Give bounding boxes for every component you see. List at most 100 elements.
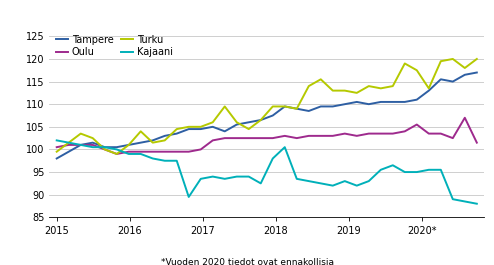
Kajaani (234, 175, 240, 178)
Turku (258, 118, 264, 122)
Kajaani (366, 179, 372, 183)
Oulu (66, 143, 72, 147)
Oulu (246, 136, 252, 140)
Kajaani (390, 164, 396, 167)
Kajaani (462, 200, 468, 203)
Kajaani (474, 202, 480, 205)
Tampere (402, 100, 408, 104)
Oulu (462, 116, 468, 119)
Tampere (234, 123, 240, 126)
Oulu (474, 141, 480, 144)
Kajaani (150, 157, 156, 160)
Turku (138, 130, 144, 133)
Turku (126, 143, 132, 147)
Kajaani (426, 168, 432, 171)
Oulu (150, 150, 156, 153)
Turku (366, 85, 372, 88)
Tampere (354, 100, 360, 104)
Tampere (258, 118, 264, 122)
Turku (150, 141, 156, 144)
Turku (474, 57, 480, 60)
Tampere (390, 100, 396, 104)
Tampere (414, 98, 420, 101)
Oulu (186, 150, 192, 153)
Turku (186, 125, 192, 129)
Turku (222, 105, 228, 108)
Oulu (174, 150, 180, 153)
Turku (234, 121, 240, 124)
Oulu (198, 148, 204, 151)
Oulu (234, 136, 240, 140)
Tampere (294, 107, 300, 110)
Oulu (330, 134, 336, 138)
Line: Tampere: Tampere (57, 73, 477, 158)
Oulu (426, 132, 432, 135)
Turku (450, 57, 456, 60)
Oulu (294, 136, 300, 140)
Turku (378, 87, 384, 90)
Tampere (90, 141, 96, 144)
Oulu (54, 145, 60, 149)
Kajaani (282, 145, 288, 149)
Oulu (366, 132, 372, 135)
Turku (66, 141, 72, 144)
Line: Kajaani: Kajaani (57, 140, 477, 204)
Turku (330, 89, 336, 92)
Tampere (378, 100, 384, 104)
Turku (198, 125, 204, 129)
Tampere (198, 127, 204, 131)
Turku (294, 107, 300, 110)
Oulu (78, 143, 83, 147)
Tampere (306, 109, 312, 113)
Oulu (90, 143, 96, 147)
Oulu (306, 134, 312, 138)
Kajaani (114, 148, 120, 151)
Oulu (126, 150, 132, 153)
Tampere (102, 145, 108, 149)
Turku (246, 127, 252, 131)
Oulu (222, 136, 228, 140)
Turku (114, 152, 120, 156)
Kajaani (138, 152, 144, 156)
Tampere (318, 105, 324, 108)
Tampere (174, 132, 180, 135)
Turku (162, 139, 167, 142)
Tampere (66, 150, 72, 153)
Turku (354, 91, 360, 94)
Turku (90, 136, 96, 140)
Tampere (438, 78, 444, 81)
Turku (402, 62, 408, 65)
Tampere (186, 127, 192, 131)
Kajaani (78, 143, 83, 147)
Kajaani (294, 177, 300, 180)
Kajaani (402, 170, 408, 174)
Kajaani (270, 157, 276, 160)
Oulu (414, 123, 420, 126)
Tampere (138, 141, 144, 144)
Tampere (330, 105, 336, 108)
Tampere (222, 130, 228, 133)
Tampere (150, 139, 156, 142)
Kajaani (198, 177, 204, 180)
Kajaani (102, 145, 108, 149)
Legend: Tampere, Oulu, Turku, Kajaani: Tampere, Oulu, Turku, Kajaani (54, 33, 175, 59)
Tampere (270, 114, 276, 117)
Oulu (258, 136, 264, 140)
Kajaani (246, 175, 252, 178)
Kajaani (54, 139, 60, 142)
Oulu (378, 132, 384, 135)
Kajaani (162, 159, 167, 162)
Kajaani (66, 141, 72, 144)
Oulu (282, 134, 288, 138)
Tampere (162, 134, 167, 138)
Turku (54, 150, 60, 153)
Text: *Vuoden 2020 tiedot ovat ennakollisia: *Vuoden 2020 tiedot ovat ennakollisia (161, 258, 333, 265)
Turku (270, 105, 276, 108)
Kajaani (354, 184, 360, 187)
Kajaani (378, 168, 384, 171)
Oulu (138, 150, 144, 153)
Oulu (438, 132, 444, 135)
Kajaani (438, 168, 444, 171)
Kajaani (306, 179, 312, 183)
Line: Turku: Turku (57, 59, 477, 154)
